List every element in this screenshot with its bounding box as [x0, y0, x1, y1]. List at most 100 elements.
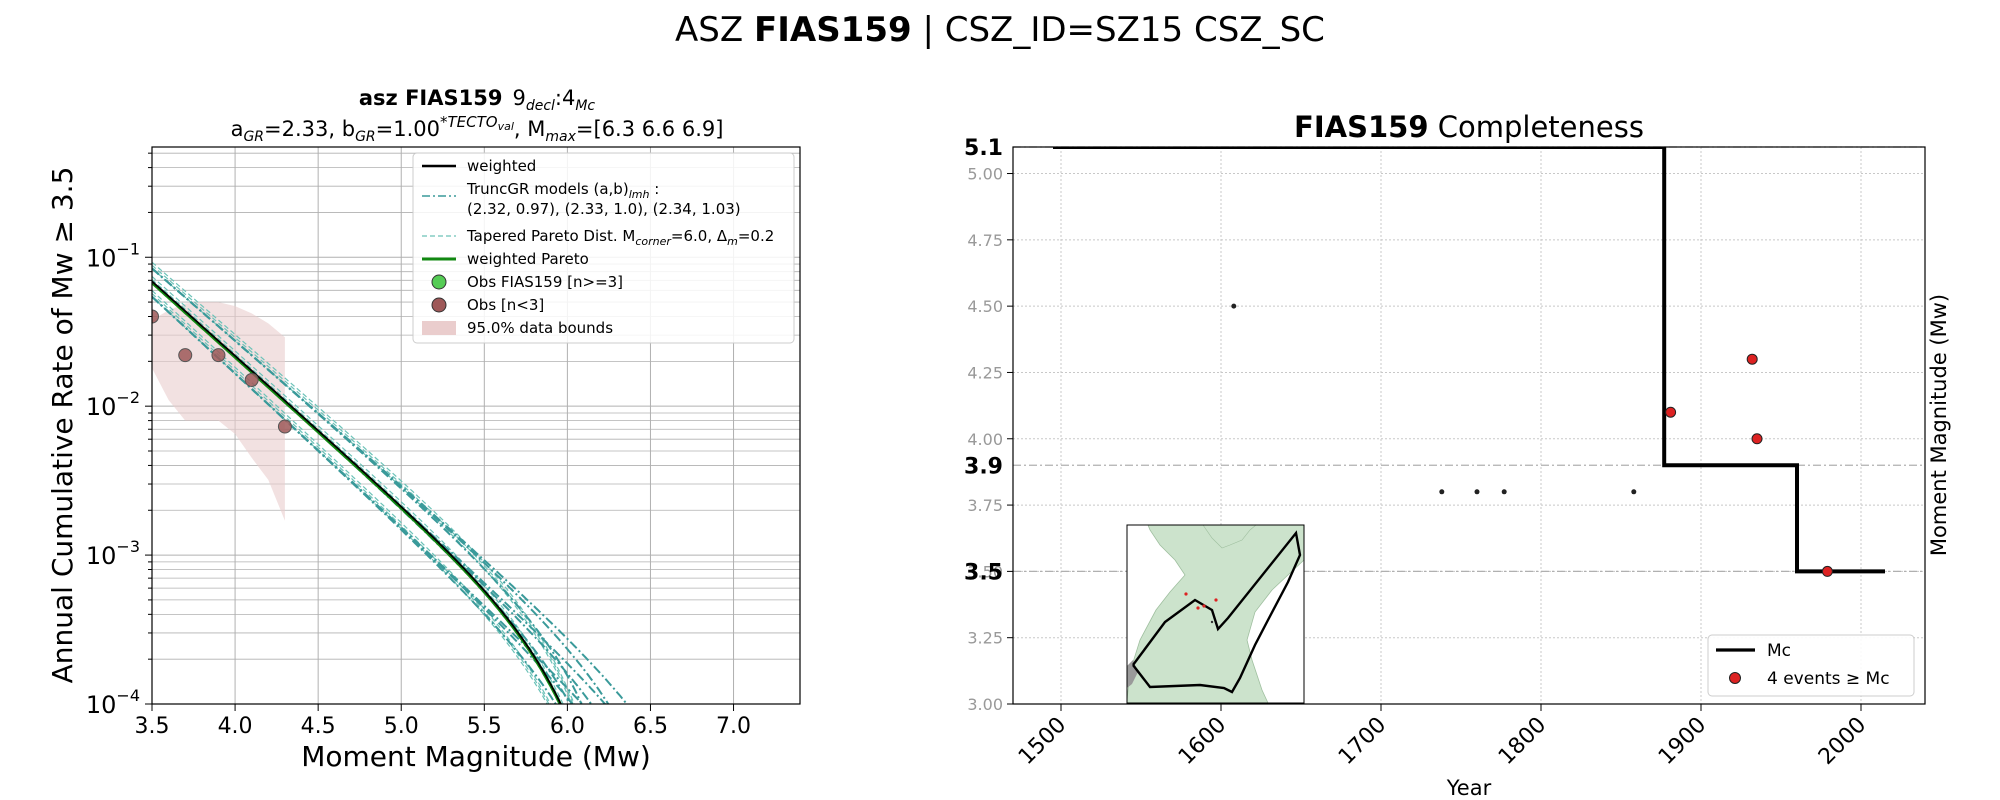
gr-xtick-label: 3.5	[135, 714, 170, 739]
legend-mc-label: Mc	[1767, 641, 1791, 661]
map-event-small	[1210, 620, 1214, 624]
map-event	[1196, 606, 1200, 610]
tapered-curve	[152, 275, 564, 704]
obs-point	[152, 309, 159, 324]
truncgr-curve	[152, 295, 584, 704]
data-bounds-area	[152, 302, 285, 521]
gr-ylabel: Annual Cumulative Rate of Mw ≥ 3.5	[46, 167, 79, 684]
gr-xtick-label: 7.0	[716, 714, 751, 739]
gr-xtick-label: 5.0	[384, 714, 419, 739]
gr-xtick-label: 5.5	[467, 714, 502, 739]
completeness-ytick-label: 5.00	[967, 165, 1003, 184]
inset-map-content	[1127, 525, 1304, 703]
completeness-ylabel: Moment Magnitude (Mw)	[1927, 294, 1951, 556]
inset-map-frame	[1126, 524, 1305, 704]
gr-ytick-label: 10−3	[86, 537, 140, 570]
suptitle-suffix: | CSZ_ID=SZ15 CSZ_SC	[922, 10, 1325, 50]
gr-axes-frame	[151, 146, 801, 705]
gr-legend-box	[412, 152, 795, 344]
gr-legend: weighted TruncGR models (a,b)lmh : (2.32…	[412, 152, 795, 344]
obs-point	[244, 372, 259, 387]
data-bounds-polygon	[152, 302, 285, 521]
completeness-xtick-label: 1800	[1494, 713, 1551, 770]
event-below-mc	[1501, 489, 1507, 495]
legend-obs-main-label: Obs FIAS159 [n>=3]	[467, 273, 623, 291]
completeness-ytick-label: 4.25	[967, 363, 1003, 382]
gr-xtick-label: 4.0	[218, 714, 253, 739]
mc-level-label: 5.1	[964, 136, 1003, 161]
mc-level-label: 3.5	[964, 560, 1003, 585]
suptitle-zone: FIAS159	[754, 10, 912, 50]
gr-panel: 3.5 4.0 4.5 5.0 5.5 6.0 6.5 7.0 10−1 10−2 10−3 10−4…	[46, 86, 801, 773]
completeness-legend: Mc 4 events ≥ Mc	[1707, 634, 1915, 697]
model-curves	[152, 261, 628, 704]
truncgr-curve	[152, 267, 628, 704]
completeness-legend-box	[1707, 634, 1915, 697]
completeness-xtick-label: 1500	[1014, 713, 1071, 770]
tapered-curve	[152, 261, 575, 704]
completeness-ytick-label: 3.25	[967, 629, 1003, 648]
gr-xlabel: Moment Magnitude (Mw)	[301, 740, 651, 773]
gr-ticks: 3.5 4.0 4.5 5.0 5.5 6.0 6.5 7.0 10−1 10−2 10−3 10−4	[86, 152, 751, 739]
event-above-mc	[1665, 406, 1677, 418]
zone-outline	[1132, 530, 1302, 694]
truncgr-curve	[152, 295, 574, 704]
mc-reference-lines	[1013, 146, 1925, 572]
observations	[152, 309, 292, 434]
legend-pareto-label: weighted Pareto	[467, 250, 589, 268]
legend-obs-small-swatch	[431, 297, 447, 313]
map-event	[1202, 604, 1206, 608]
completeness-data	[1053, 147, 1885, 577]
map-event	[1184, 592, 1188, 596]
legend-obs-small-label: Obs [n<3]	[467, 296, 544, 314]
gr-ytick-label: 10−2	[86, 388, 140, 421]
completeness-ytick-label: 4.75	[967, 231, 1003, 250]
completeness-ytick-label: 3.75	[967, 496, 1003, 515]
weighted-curve	[152, 280, 562, 704]
figure-suptitle: ASZ FIAS159 | CSZ_ID=SZ15 CSZ_SC	[0, 10, 2000, 50]
obs-point	[211, 348, 226, 363]
obs-point	[277, 419, 292, 434]
completeness-xtick-label: 2000	[1814, 713, 1871, 770]
obs-point	[178, 348, 193, 363]
mc-step-line	[1053, 147, 1885, 574]
legend-obs-main-swatch	[431, 274, 447, 290]
gr-xtick-label: 6.0	[550, 714, 585, 739]
gr-ytick-label: 10−4	[86, 686, 140, 719]
completeness-xlabel: Year	[1446, 776, 1492, 800]
event-below-mc	[1231, 303, 1237, 309]
legend-bounds-label: 95.0% data bounds	[467, 319, 613, 337]
completeness-ytick-label: 4.00	[967, 430, 1003, 449]
land-north-shape	[1202, 525, 1257, 549]
completeness-xtick-label: 1600	[1174, 713, 1231, 770]
tapered-curve	[152, 264, 574, 704]
completeness-xtick-label: 1700	[1334, 713, 1391, 770]
tapered-curve	[152, 278, 563, 704]
event-below-mc	[1474, 489, 1480, 495]
completeness-ytick-label: 3.00	[967, 695, 1003, 714]
mc-level-label: 3.9	[964, 454, 1003, 479]
gr-ytick-label: 10−1	[86, 239, 140, 272]
legend-truncgr-label: TruncGR models (a,b)lmh :	[466, 180, 659, 201]
legend-bounds-swatch	[422, 321, 456, 335]
event-below-mc	[1439, 489, 1445, 495]
completeness-ytick-label: 4.50	[967, 297, 1003, 316]
land-shape	[1127, 525, 1304, 703]
completeness-ytick-label: 3.50	[967, 562, 1003, 581]
map-event	[1214, 598, 1218, 602]
gr-title-line1: asz FIAS159 9decl:4Mc	[359, 86, 596, 114]
event-above-mc	[1746, 353, 1758, 365]
legend-events-label: 4 events ≥ Mc	[1767, 669, 1890, 689]
event-above-mc	[1821, 565, 1833, 577]
inset-map	[1126, 524, 1305, 704]
suptitle-prefix: ASZ	[675, 10, 744, 50]
legend-events-swatch	[1729, 672, 1741, 684]
completeness-xtick-label: 1900	[1654, 713, 1711, 770]
gr-xtick-label: 6.5	[633, 714, 668, 739]
event-above-mc	[1751, 433, 1763, 445]
completeness-panel: 1500 1600 1700 1800 1900 2000 3.00 3.25 3.50 3.75…	[964, 110, 1951, 800]
event-below-mc	[1631, 489, 1637, 495]
completeness-axes-frame	[1012, 146, 1926, 705]
truncgr-curve	[152, 267, 610, 704]
